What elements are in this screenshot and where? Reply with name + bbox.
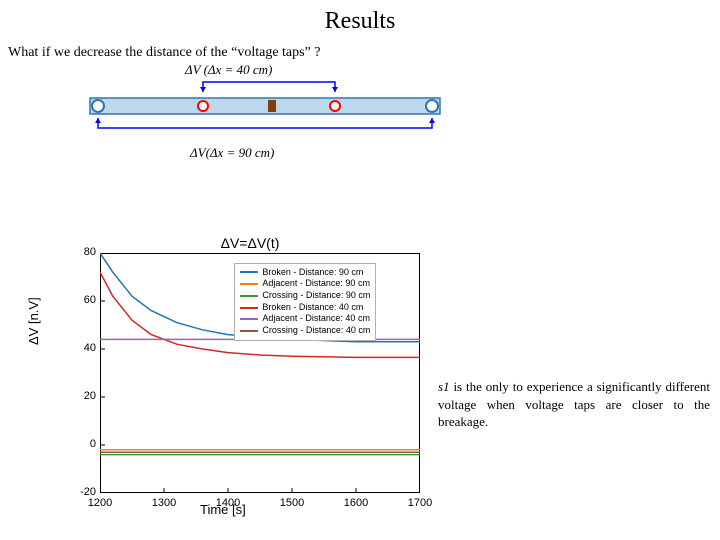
xtick: 1500 bbox=[272, 497, 312, 509]
question-text: What if we decrease the distance of the … bbox=[0, 39, 720, 61]
ytick: 80 bbox=[66, 246, 96, 258]
chart-plot-area: Broken - Distance: 90 cmAdjacent - Dista… bbox=[100, 253, 420, 493]
legend-item: Broken - Distance: 40 cm bbox=[240, 302, 370, 314]
tap-diagram bbox=[80, 70, 450, 150]
xtick: 1300 bbox=[144, 497, 184, 509]
ytick: 40 bbox=[66, 342, 96, 354]
legend-item: Broken - Distance: 90 cm bbox=[240, 267, 370, 279]
chart-container: ΔV=ΔV(t) Broken - Distance: 90 cmAdjacen… bbox=[60, 235, 420, 515]
chart-title: ΔV=ΔV(t) bbox=[80, 235, 420, 251]
page-title: Results bbox=[0, 0, 720, 39]
legend-item: Adjacent - Distance: 90 cm bbox=[240, 278, 370, 290]
legend-item: Adjacent - Distance: 40 cm bbox=[240, 313, 370, 325]
xtick: 1600 bbox=[336, 497, 376, 509]
ytick: 60 bbox=[66, 294, 96, 306]
chart-xlabel: Time [s] bbox=[200, 502, 246, 517]
chart-ylabel: ΔV [n.V] bbox=[26, 297, 41, 345]
legend-item: Crossing - Distance: 40 cm bbox=[240, 325, 370, 337]
caption-text: s1 is the only to experience a significa… bbox=[438, 378, 710, 431]
diagram-label-bottom: ΔV(Δx = 90 cm) bbox=[190, 145, 274, 161]
chart-legend: Broken - Distance: 90 cmAdjacent - Dista… bbox=[234, 263, 376, 341]
legend-item: Crossing - Distance: 90 cm bbox=[240, 290, 370, 302]
ytick: 20 bbox=[66, 390, 96, 402]
xtick: 1200 bbox=[80, 497, 120, 509]
ytick: 0 bbox=[66, 438, 96, 450]
xtick: 1700 bbox=[400, 497, 440, 509]
